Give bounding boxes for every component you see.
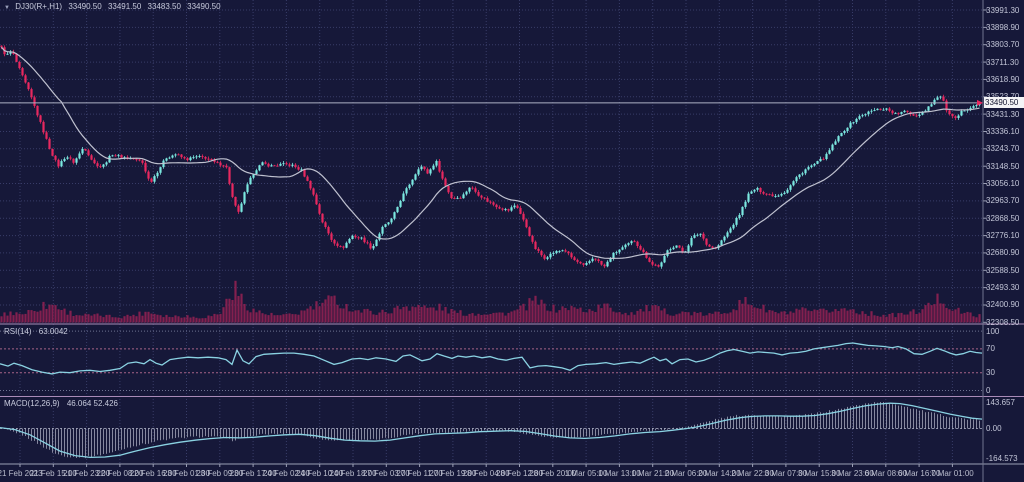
price-axis-label: 32868.50 [986,213,1020,223]
price-axis-label: 33336.10 [986,126,1020,136]
time-axis-label: 27 Feb 19:00 [429,469,477,478]
time-axis-label: 24 Feb 18:00 [329,469,377,478]
quote-high: 33491.50 [107,2,142,11]
price-axis-label: 32680.90 [986,248,1020,258]
rsi-axis-label: 70 [986,344,995,354]
rsi-axis-label: 30 [986,368,995,378]
time-axis-label: 2 Mar 22:00 [731,469,774,478]
price-axis-label: 33056.10 [986,179,1020,188]
price-axis-label: 33148.50 [986,161,1020,171]
time-axis-label: 1 Mar 13:00 [598,469,641,478]
price-axis-label: 32963.70 [986,196,1020,206]
macd-panel-label: MACD(12,26,9) 46.064 52.426 [4,399,123,408]
price-axis-label: 33243.70 [986,144,1020,154]
price-axis-label: 32776.10 [986,231,1020,241]
time-axis-label: 7 Mar 01:00 [931,469,974,478]
time-axis-label: 21 Feb 2023 [0,469,43,478]
time-axis-label: 27 Feb 11:00 [396,469,443,478]
symbol-name: DJ30(R+,H1) [15,2,63,11]
price-axis-label: 32400.90 [986,300,1020,310]
rsi-indicator-value: 63.0042 [38,327,68,336]
time-axis-label: 23 Feb 01:00 [162,469,211,478]
price-axis-label: 33523.70 [986,92,1019,101]
quote-open: 33490.50 [68,2,102,11]
time-axis-label: 23 Feb 09:00 [196,469,244,478]
price-axis-label: 32493.30 [986,283,1020,293]
macd-axis-label: 0.00 [986,424,1002,433]
time-axis-label: 1 Mar 21:00 [631,469,675,478]
price-axis-label: 32588.50 [986,265,1020,275]
price-axis-label: 33898.90 [986,22,1020,32]
price-axis-label: 33431.30 [986,109,1020,119]
price-axis-label: 33618.90 [986,74,1020,84]
time-axis-label: 1 Mar 05:00 [564,469,608,478]
time-axis-label: 6 Mar 16:00 [897,469,941,478]
quote-low: 33483.50 [147,2,181,11]
time-axis-label: 21 Feb 15:00 [29,469,77,478]
time-axis-label: 28 Feb 20:00 [529,469,577,478]
symbol-quote-bar: ▼ DJ30(R+,H1) 33490.50 33491.50 33483.50… [4,2,225,13]
macd-indicator-name: MACD(12,26,9) [4,399,60,408]
time-axis-label: 23 Feb 17:00 [229,469,277,478]
rsi-indicator-name: RSI(14) [4,327,32,336]
time-axis-label: 27 Feb 03:00 [362,469,410,478]
time-axis-label: 3 Mar 23:00 [831,469,874,478]
time-axis-label: 21 Feb 23:00 [63,469,111,478]
time-axis-label: 2 Mar 06:00 [664,469,708,478]
price-axis-label: 33803.70 [986,40,1020,50]
rsi-axis-label: 100 [986,326,1000,336]
time-axis-label: 28 Feb 12:00 [495,469,544,478]
price-axis-label: 32308.50 [986,317,1020,327]
price-axis-label: 33991.30 [986,5,1020,15]
time-axis-label: 3 Mar 07:00 [764,469,808,478]
time-axis-label: 2 Mar 14:00 [697,469,741,478]
time-axis-label: 24 Feb 10:00 [296,469,344,478]
time-axis-label: 28 Feb 04:00 [462,469,510,478]
time-axis-label: 3 Mar 15:00 [797,469,841,478]
rsi-panel-label: RSI(14) 63.0042 [4,327,73,336]
time-axis-label: 24 Feb 02:00 [262,469,310,478]
time-axis[interactable]: 21 Feb 2023 21 Feb 15:00 21 Feb 23:00 22 Fe… [0,464,982,482]
current-price-tag: 33490.50 [984,97,1024,109]
quote-close: 33490.50 [187,2,221,11]
time-axis-label: 22 Feb 08:00 [96,469,144,478]
current-price-value: 33490.50 [985,98,1019,108]
price-axis[interactable]: 33991.30 33898.90 33803.70 33711.30 33618.90… [985,0,1024,464]
time-axis-label: 22 Feb 16:00 [129,469,177,478]
macd-axis-label: -164.573 [986,453,1018,463]
macd-indicator-values: 46.064 52.426 [66,399,118,408]
time-axis-label: 6 Mar 08:00 [864,469,908,478]
price-axis-label: 33711.30 [986,57,1019,67]
rsi-axis-label: 0 [986,386,991,395]
macd-axis-label: 143.657 [986,398,1015,408]
chevron-down-icon: ▼ [4,5,10,11]
